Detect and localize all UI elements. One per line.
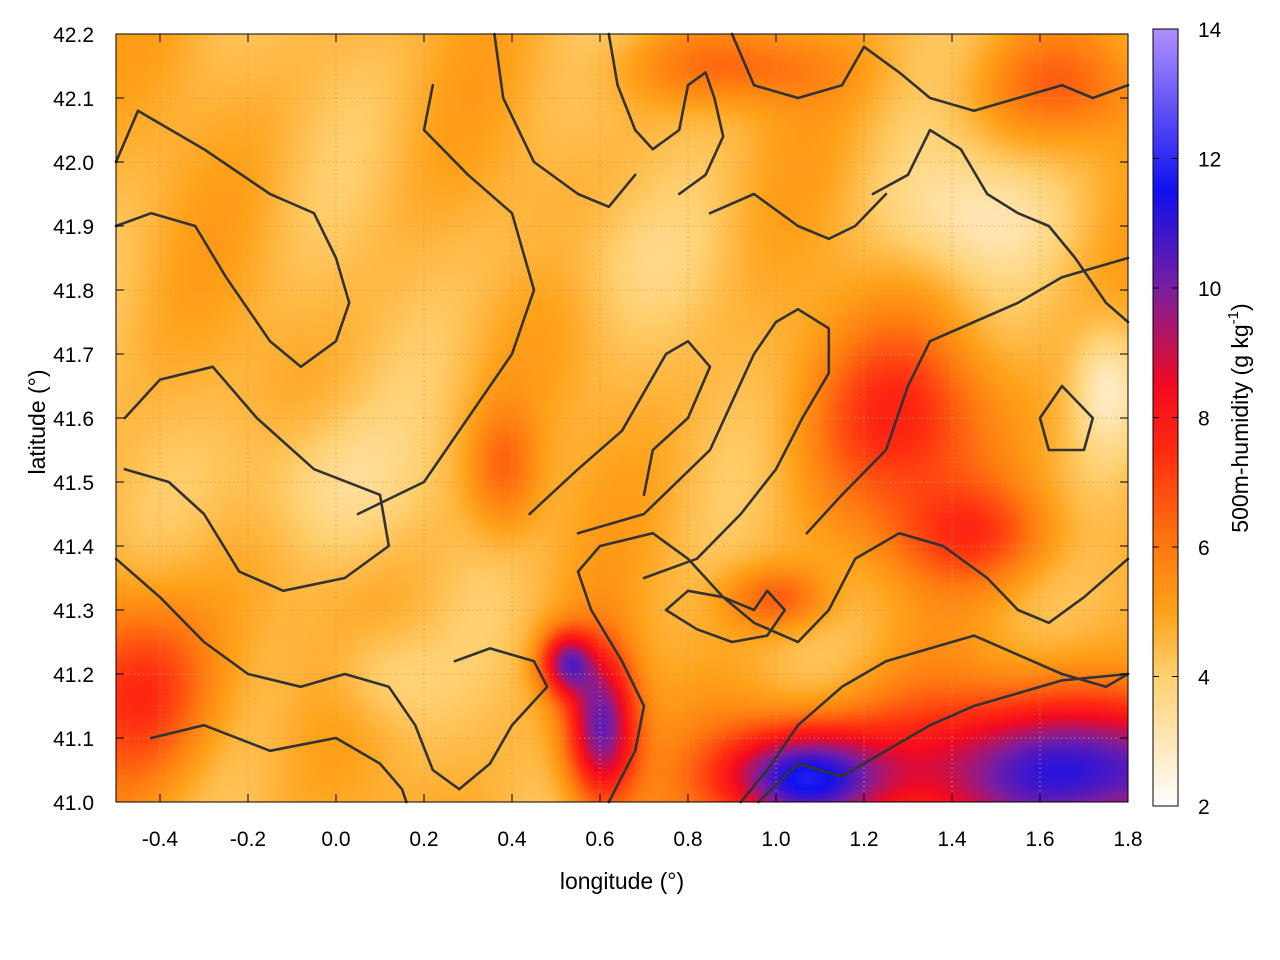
x-tick-label: 0.6 [585, 828, 614, 851]
contour-line-13 [708, 192, 888, 241]
y-tick-label: 42.2 [53, 24, 94, 47]
x-tick-label: 0.8 [673, 828, 702, 851]
y-tick-label: 41.3 [53, 600, 94, 623]
contour-line-17 [664, 589, 787, 644]
colorbar-tick-label: 2 [1198, 796, 1210, 819]
colorbar-tick-label: 14 [1198, 19, 1222, 42]
y-tick-label: 41.7 [53, 344, 94, 367]
contour-line-15 [607, 32, 725, 196]
x-tick-label: 0.0 [321, 828, 350, 851]
colorbar-title-close: ) [1227, 303, 1253, 311]
contour-lines [114, 32, 1130, 804]
x-tick-label: -0.4 [142, 828, 179, 851]
colorbar-title-exponent: -1 [1225, 311, 1242, 324]
axis-ticks: -0.4 -0.2 0.0 0.2 0.4 0.6 0.8 1.0 1.2 1.4 1.6 1.8 41… [53, 24, 1142, 851]
x-axis-title: longitude (°) [560, 868, 684, 894]
contour-line-7 [123, 365, 391, 593]
colorbar-title: 500m-humidity (g kg-1) [1225, 303, 1253, 532]
y-tick-label: 41.2 [53, 664, 94, 687]
colorbar-title-base: 500m-humidity (g kg [1227, 324, 1253, 532]
x-tick-label: 1.0 [761, 828, 790, 851]
contour-line-10 [757, 672, 1130, 804]
y-axis-title: latitude (°) [24, 369, 50, 474]
x-tick-label: 0.2 [409, 828, 438, 851]
contour-line-2 [493, 32, 637, 209]
y-tick-label: 41.6 [53, 408, 94, 431]
y-tick-label: 41.9 [53, 216, 94, 239]
contour-line-14 [730, 32, 1130, 113]
heatmap-area [116, 34, 1128, 802]
contour-line-6 [149, 723, 408, 804]
y-tick-label: 42.0 [53, 152, 94, 175]
x-tick-label: 1.2 [849, 828, 878, 851]
contour-line-5 [114, 557, 549, 791]
colorbar: 2 4 6 8 10 12 14 [1152, 19, 1222, 819]
colorbar-ticks: 2 4 6 8 10 12 14 [1153, 19, 1222, 819]
x-tick-label: 1.8 [1113, 828, 1142, 851]
contour-line-0 [114, 109, 351, 369]
colorbar-tick-label: 12 [1198, 149, 1221, 172]
y-tick-label: 41.4 [53, 536, 94, 559]
contour-line-8 [576, 531, 1130, 804]
contour-line-1 [356, 83, 536, 516]
contour-line-4 [576, 307, 831, 580]
y-tick-label: 42.1 [53, 88, 94, 111]
y-tick-label: 41.1 [53, 728, 94, 751]
y-tick-label: 41.8 [53, 280, 94, 303]
x-tick-label: 1.6 [1025, 828, 1054, 851]
colorbar-tick-label: 4 [1198, 667, 1210, 690]
x-tick-label: 0.4 [497, 828, 527, 851]
contour-line-16 [1038, 384, 1095, 452]
contour-line-3 [528, 339, 712, 516]
y-tick-label: 41.5 [53, 472, 94, 495]
colorbar-tick-label: 6 [1198, 537, 1210, 560]
x-tick-label: -0.2 [230, 828, 266, 851]
colorbar-tick-label: 8 [1198, 408, 1210, 431]
y-tick-label: 41.0 [53, 792, 94, 815]
contour-line-12 [871, 128, 1130, 324]
x-tick-label: 1.4 [937, 828, 967, 851]
colorbar-tick-label: 10 [1198, 278, 1221, 301]
heatmap-field [116, 34, 1128, 802]
